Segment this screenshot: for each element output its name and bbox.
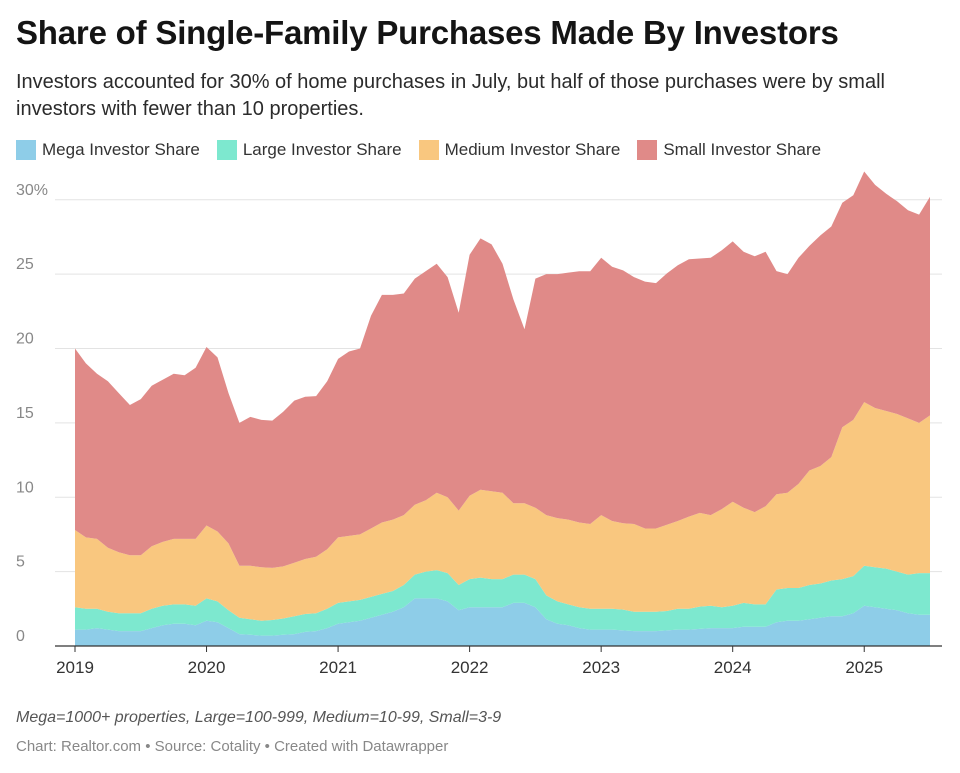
x-tick-label: 2023: [582, 658, 620, 677]
chart-subtitle: Investors accounted for 30% of home purc…: [16, 71, 885, 120]
y-tick-label: 25: [16, 256, 34, 273]
legend-swatch-large: [216, 140, 237, 160]
legend-label-medium: Medium Investor Share: [444, 140, 621, 159]
legend-swatch-small: [637, 140, 658, 160]
x-tick-label: 2019: [56, 658, 94, 677]
y-tick-label: 30%: [16, 182, 48, 199]
large-investor-share-area: [75, 565, 930, 636]
y-tick-label: 15: [16, 405, 34, 422]
legend-label-mega: Mega Investor Share: [42, 140, 200, 159]
x-tick-label: 2024: [714, 658, 752, 677]
x-tick-label: 2022: [451, 658, 489, 677]
medium-investor-share-area: [75, 402, 930, 621]
legend-label-large: Large Investor Share: [242, 140, 402, 159]
small-investor-share-area: [75, 171, 930, 568]
legend-item-medium: Medium Investor Share: [418, 140, 621, 160]
area-layer: [75, 171, 930, 646]
legend-label-small: Small Investor Share: [663, 140, 822, 159]
y-tick-label: 5: [16, 554, 25, 571]
x-tick-label: 2020: [188, 658, 226, 677]
legend-item-mega: Mega Investor Share: [16, 140, 200, 160]
axis-layer: 2019 2020 2021 2022 2023 2024 2025: [55, 645, 942, 677]
legend-item-large: Large Investor Share: [216, 140, 402, 160]
chart-note: Mega=1000+ properties, Large=100-999, Me…: [16, 709, 502, 726]
y-tick-label: 10: [16, 479, 34, 496]
chart-title: Share of Single-Family Purchases Made By…: [16, 14, 839, 51]
legend-swatch-medium: [418, 140, 439, 160]
y-tick-label: 20: [16, 331, 34, 348]
x-tick-label: 2025: [845, 658, 883, 677]
legend: Mega Investor Share Large Investor Share…: [16, 140, 838, 160]
chart-source: Chart: Realtor.com • Source: Cotality • …: [16, 738, 449, 755]
legend-item-small: Small Investor Share: [637, 140, 821, 160]
x-tick-label: 2021: [319, 658, 357, 677]
mega-investor-share-area: [75, 598, 930, 646]
y-tick-label: 0: [16, 628, 25, 645]
legend-swatch-mega: [16, 140, 36, 160]
